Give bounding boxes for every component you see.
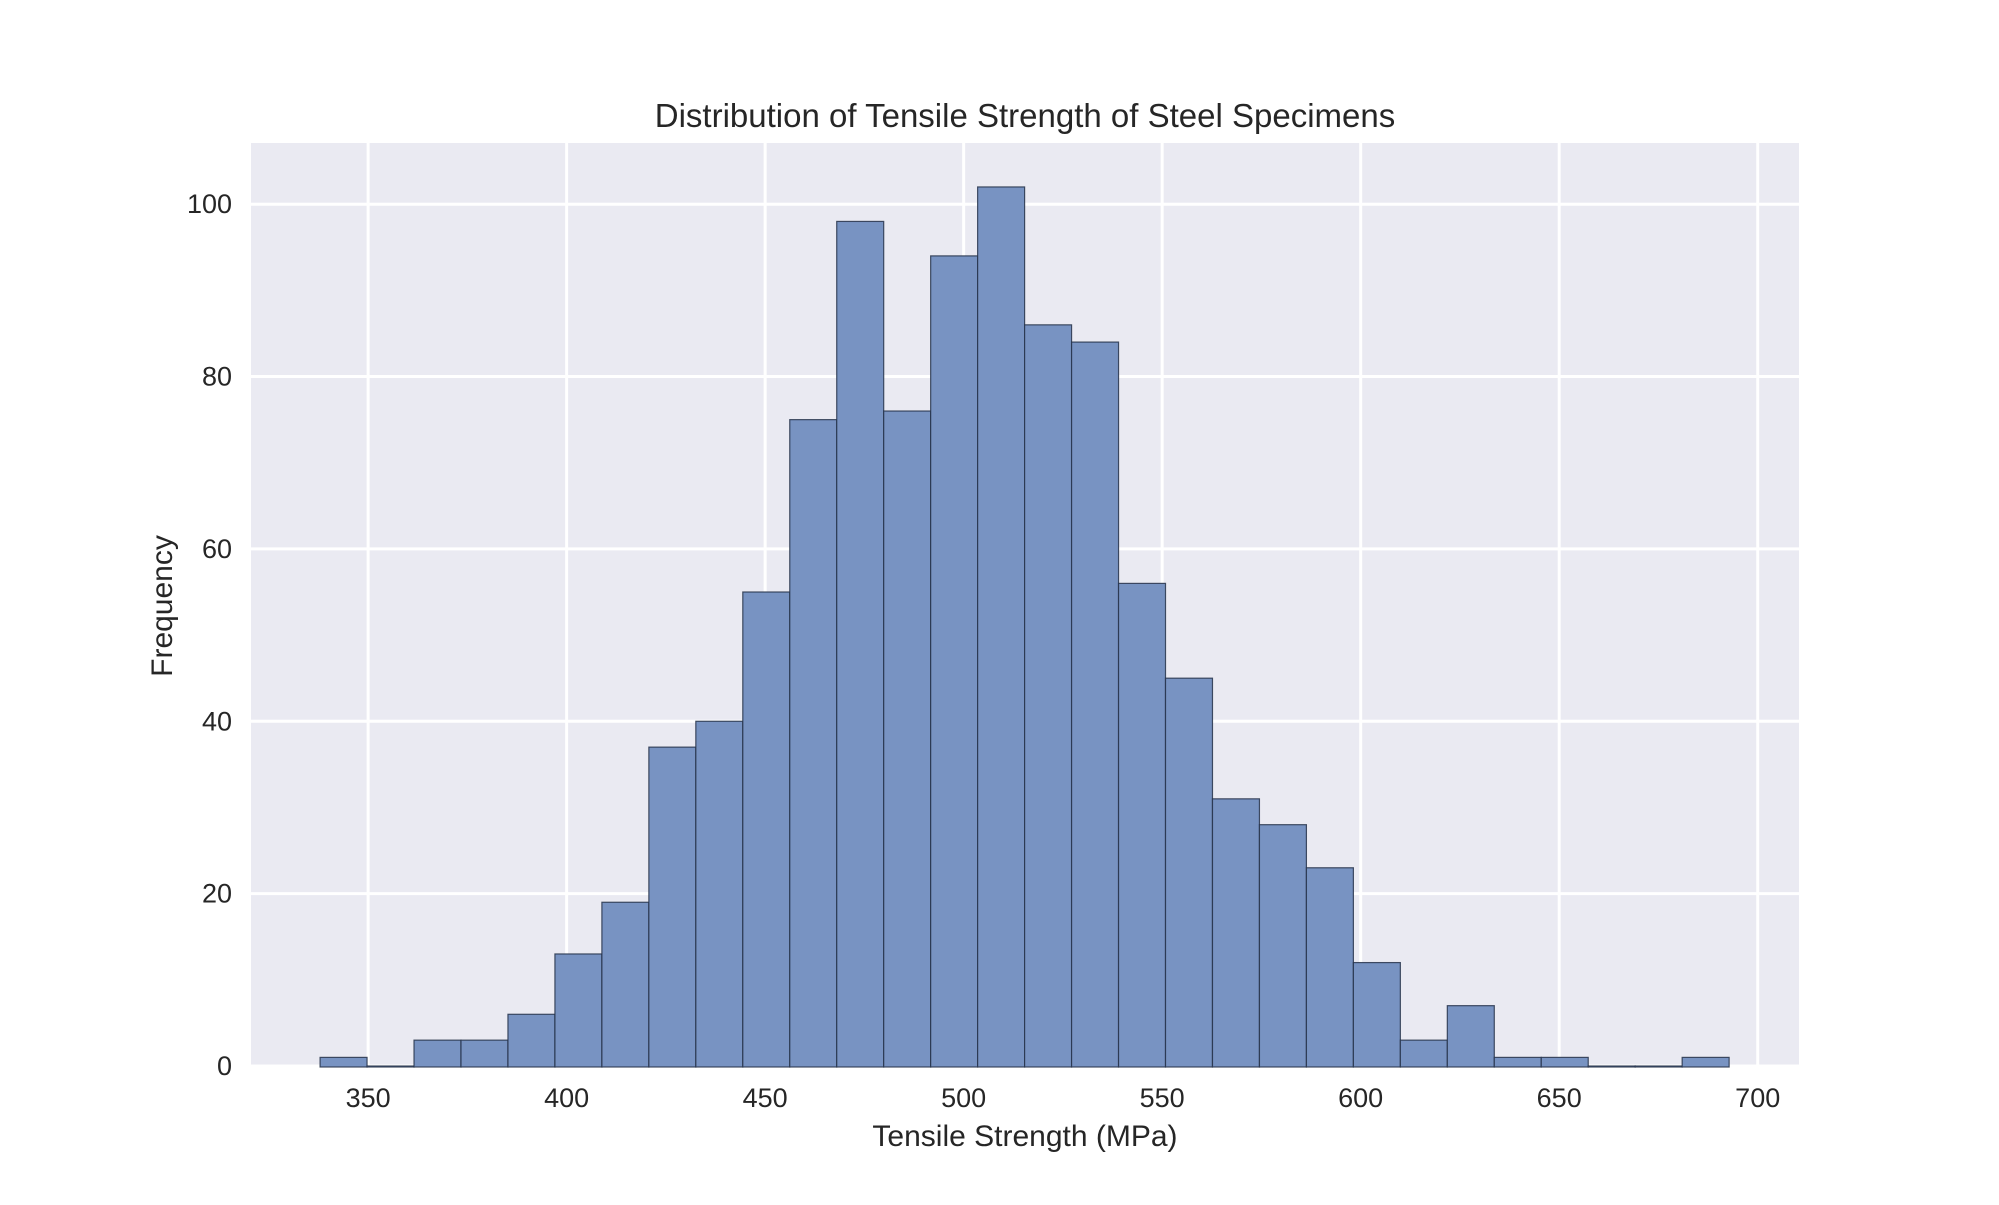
histogram-bar [460,1039,509,1068]
x-tick-label: 350 [346,1083,391,1113]
histogram-bar [366,1065,415,1068]
histogram-bar [319,1056,368,1068]
histogram-bar [1164,677,1214,1068]
y-tick-label: 100 [187,189,232,219]
histogram-bar [1399,1039,1448,1068]
histogram-bars [319,186,1730,1068]
histogram-bar [413,1039,462,1068]
histogram-bar [742,591,791,1068]
histogram-bar [883,410,932,1068]
histogram-bar [930,255,979,1068]
histogram-bar [977,186,1026,1068]
histogram-bar [1446,1005,1495,1068]
histogram-bar [1305,867,1354,1068]
chart-title: Distribution of Tensile Strength of Stee… [655,97,1395,134]
y-tick-label: 20 [202,879,232,909]
x-tick-label: 600 [1338,1083,1383,1113]
x-tick-label: 550 [1140,1083,1185,1113]
x-axis-label: Tensile Strength (MPa) [872,1120,1177,1153]
y-tick-label: 40 [202,706,232,736]
x-axis-ticks: 350 400 450 500 550 600 650 700 [346,1083,1781,1113]
histogram-bar [789,419,838,1068]
histogram-bar [1540,1056,1589,1068]
histogram-bar [836,220,885,1068]
histogram-bar [648,746,697,1068]
histogram-bar [1117,582,1167,1068]
histogram-bar [1634,1065,1683,1068]
y-tick-label: 0 [217,1051,232,1081]
x-tick-label: 650 [1537,1083,1582,1113]
x-tick-label: 700 [1735,1083,1780,1113]
x-tick-label: 500 [941,1083,986,1113]
x-tick-label: 450 [743,1083,788,1113]
histogram-bar [695,720,744,1068]
histogram-bar [1024,324,1073,1068]
histogram-bar [1211,798,1261,1068]
histogram-bar [1681,1056,1730,1068]
histogram-bar [601,901,650,1068]
histogram-bar [1493,1056,1542,1068]
histogram-bar [507,1013,556,1068]
x-tick-label: 400 [544,1083,589,1113]
y-axis-label: Frequency [146,535,179,677]
histogram-bar [1352,961,1401,1068]
histogram-bar [1258,824,1308,1068]
y-tick-label: 60 [202,534,232,564]
histogram-bar [1587,1065,1636,1068]
y-tick-label: 80 [202,362,232,392]
histogram-bar [554,953,603,1068]
y-axis-ticks: 0 20 40 60 80 100 [187,189,232,1081]
histogram-bar [1070,341,1120,1068]
